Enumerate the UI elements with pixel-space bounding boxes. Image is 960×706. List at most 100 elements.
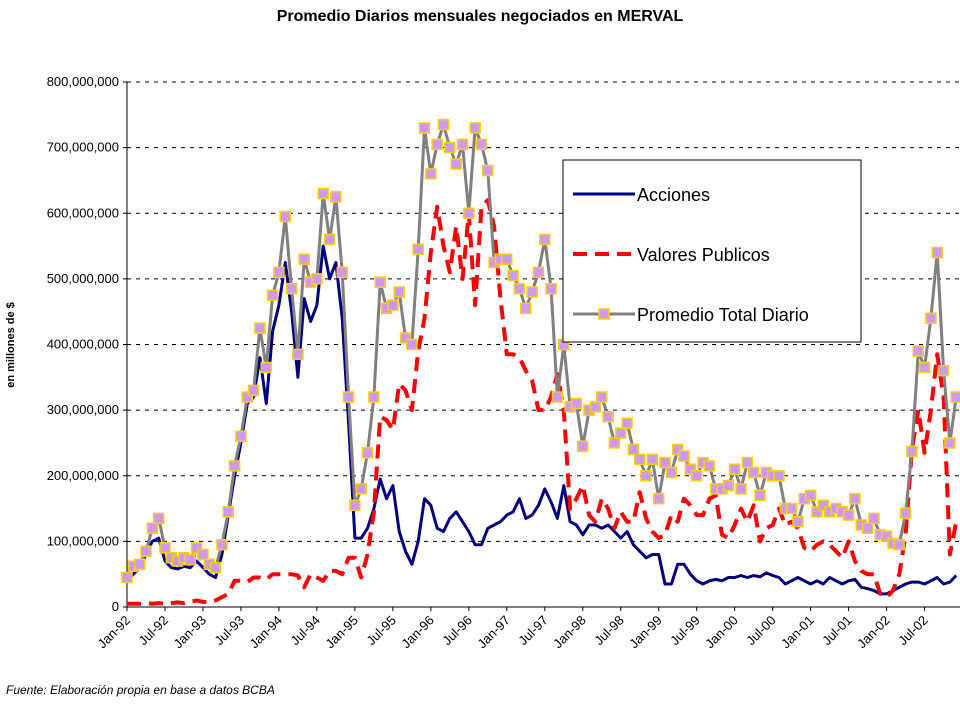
point-marker bbox=[456, 138, 469, 151]
point-marker bbox=[614, 427, 627, 439]
y-tick-label: 800,000,000 bbox=[47, 74, 119, 89]
legend-label: Valores Publicos bbox=[637, 245, 770, 265]
point-marker bbox=[121, 571, 133, 584]
point-marker bbox=[387, 299, 399, 311]
point-marker bbox=[317, 187, 329, 200]
point-marker bbox=[228, 460, 241, 472]
x-tick-label: Jul-95 bbox=[363, 613, 399, 649]
x-tick-label: Jul-93 bbox=[211, 613, 247, 649]
point-marker bbox=[912, 345, 924, 357]
point-marker bbox=[893, 538, 906, 551]
point-marker bbox=[754, 489, 766, 502]
legend-box bbox=[562, 159, 862, 343]
point-marker bbox=[133, 558, 146, 571]
x-tick-label: Jan-01 bbox=[778, 613, 817, 652]
x-tick-label: Jan-98 bbox=[550, 613, 589, 652]
point-marker bbox=[311, 273, 323, 285]
point-marker bbox=[431, 138, 443, 151]
y-tick-label: 700,000,000 bbox=[47, 140, 119, 155]
point-marker bbox=[273, 266, 285, 279]
x-tick-label: Jul-96 bbox=[439, 613, 475, 649]
point-marker bbox=[197, 548, 209, 561]
point-marker bbox=[260, 361, 273, 374]
point-marker bbox=[811, 506, 823, 518]
point-marker bbox=[209, 561, 222, 574]
point-marker bbox=[722, 479, 735, 492]
y-tick-label: 500,000,000 bbox=[47, 271, 119, 286]
x-tick-label: Jul-01 bbox=[819, 613, 855, 649]
point-marker bbox=[152, 512, 165, 525]
point-marker bbox=[368, 391, 380, 403]
point-marker bbox=[627, 443, 640, 456]
point-marker bbox=[475, 138, 488, 151]
point-marker bbox=[741, 456, 754, 469]
point-marker bbox=[412, 243, 424, 256]
point-marker bbox=[747, 466, 760, 479]
point-marker bbox=[520, 302, 532, 315]
point-marker bbox=[241, 391, 254, 403]
point-marker bbox=[235, 430, 247, 443]
point-marker bbox=[608, 437, 621, 449]
point-marker bbox=[545, 282, 557, 295]
point-marker bbox=[279, 210, 291, 223]
point-marker bbox=[393, 286, 405, 298]
point-marker bbox=[437, 118, 450, 131]
point-marker bbox=[735, 483, 747, 495]
point-marker bbox=[621, 417, 633, 429]
point-marker bbox=[330, 191, 342, 203]
x-tick-label: Jul-00 bbox=[743, 613, 779, 649]
y-tick-label: 0 bbox=[112, 599, 119, 614]
point-marker bbox=[450, 158, 462, 170]
y-tick-label: 400,000,000 bbox=[47, 337, 119, 352]
point-marker bbox=[944, 437, 956, 449]
point-marker bbox=[842, 509, 855, 521]
point-marker bbox=[640, 470, 652, 482]
point-marker bbox=[690, 470, 703, 482]
x-tick-label: Jan-97 bbox=[474, 613, 513, 652]
point-marker bbox=[918, 361, 931, 374]
point-marker bbox=[532, 266, 545, 279]
point-marker bbox=[342, 391, 355, 403]
x-tick-label: Jul-94 bbox=[287, 613, 323, 649]
chart-title: Promedio Diarios mensuales negociados en… bbox=[277, 8, 684, 25]
point-marker bbox=[285, 282, 298, 295]
point-marker bbox=[950, 391, 960, 403]
x-tick-label: Jul-98 bbox=[591, 613, 627, 649]
point-marker bbox=[349, 499, 361, 512]
point-marker bbox=[602, 410, 614, 423]
point-marker bbox=[501, 253, 513, 265]
point-marker bbox=[254, 322, 266, 334]
x-tick-label: Jan-92 bbox=[94, 613, 133, 652]
point-marker bbox=[469, 122, 481, 134]
x-tick-label: Jan-00 bbox=[702, 613, 741, 652]
point-marker bbox=[355, 483, 367, 495]
point-marker bbox=[539, 233, 551, 246]
x-tick-label: Jul-97 bbox=[515, 613, 551, 649]
point-marker bbox=[671, 443, 684, 456]
point-marker bbox=[678, 450, 690, 462]
point-marker bbox=[190, 542, 203, 554]
series-line bbox=[127, 198, 959, 606]
point-marker bbox=[159, 542, 171, 554]
point-marker bbox=[577, 440, 589, 452]
x-tick-label: Jul-92 bbox=[135, 613, 171, 649]
point-marker bbox=[222, 506, 235, 518]
point-marker bbox=[216, 538, 228, 551]
point-marker bbox=[292, 348, 304, 361]
point-marker bbox=[880, 530, 893, 542]
point-marker bbox=[140, 545, 152, 557]
point-marker bbox=[589, 401, 602, 413]
legend-marker bbox=[598, 308, 610, 320]
point-marker bbox=[665, 466, 678, 479]
point-marker bbox=[374, 276, 386, 288]
point-marker bbox=[925, 312, 937, 324]
point-marker bbox=[792, 515, 804, 528]
y-tick-label: 100,000,000 bbox=[47, 533, 119, 548]
point-marker bbox=[868, 512, 880, 525]
point-marker bbox=[444, 141, 456, 154]
point-marker bbox=[418, 122, 431, 134]
point-marker bbox=[785, 502, 798, 515]
legend-label: Promedio Total Diario bbox=[637, 305, 809, 325]
source-note: Fuente: Elaboración propia en base a dat… bbox=[6, 683, 275, 697]
